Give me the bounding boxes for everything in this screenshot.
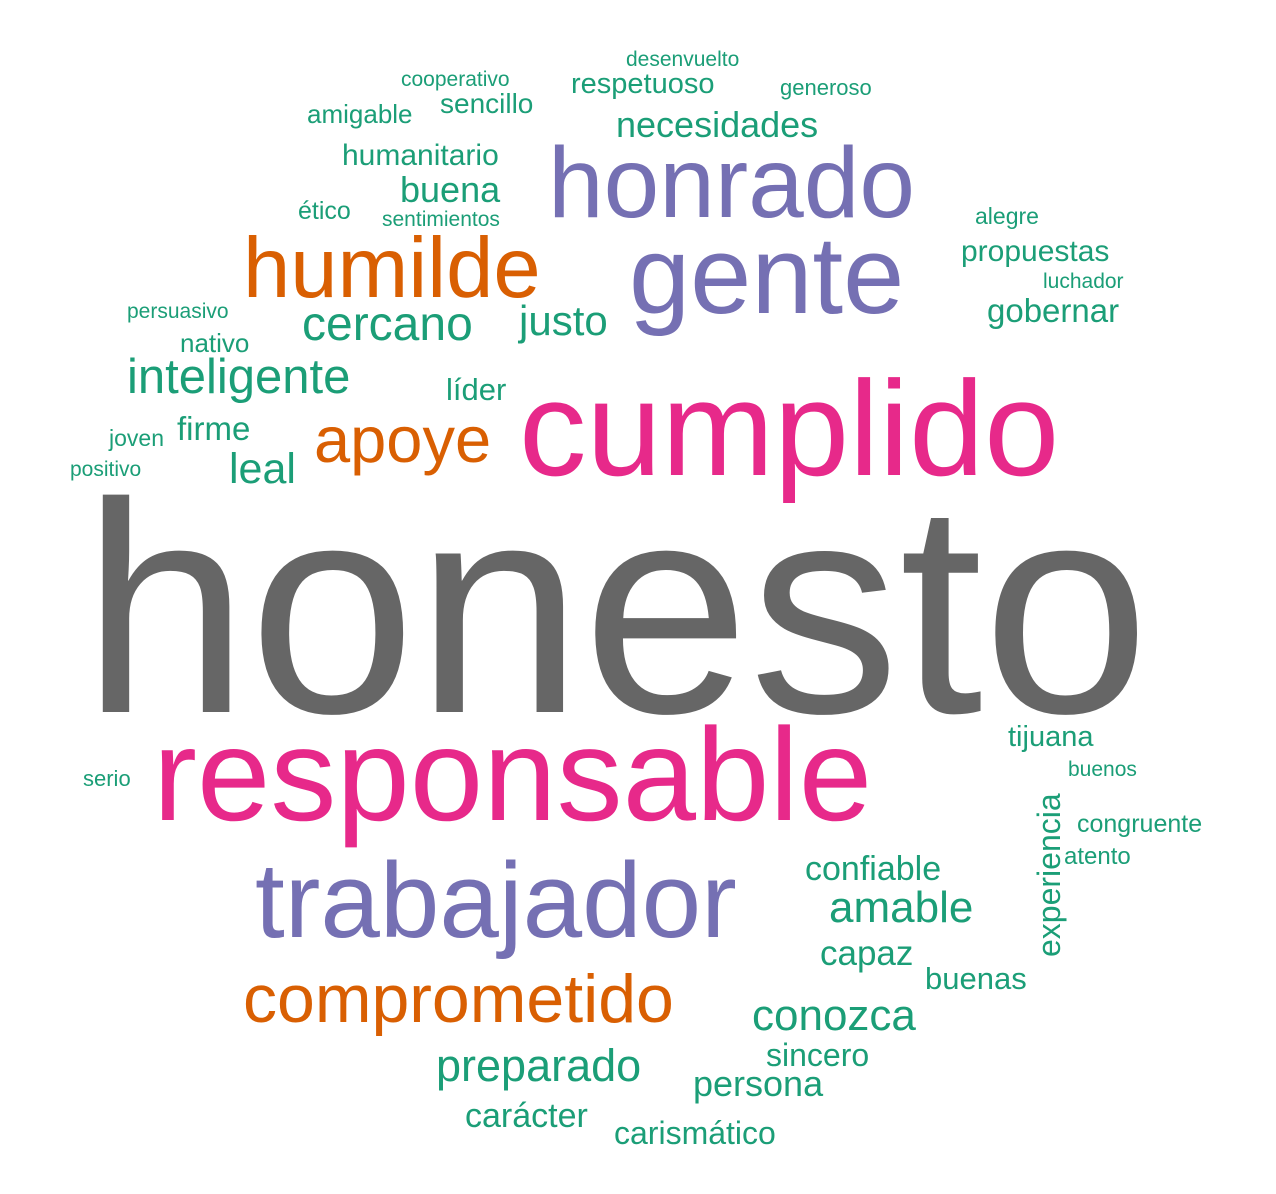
word-amable: amable	[829, 883, 973, 932]
word-sencillo: sencillo	[440, 88, 533, 119]
word-amigable: amigable	[307, 99, 413, 129]
word-cooperativo: cooperativo	[401, 68, 510, 91]
word-humanitario: humanitario	[342, 139, 499, 172]
word-conozca: conozca	[752, 991, 916, 1040]
word-humilde: humilde	[243, 221, 541, 316]
word-tijuana: tijuana	[1008, 721, 1094, 753]
word-lider: líder	[446, 372, 506, 407]
word-responsable: responsable	[153, 701, 872, 848]
word-justo: justo	[517, 297, 608, 344]
word-leal: leal	[229, 445, 296, 493]
word-joven: joven	[108, 425, 164, 451]
word-comprometido: comprometido	[243, 961, 674, 1037]
word-etico: ético	[298, 197, 351, 225]
word-cercano: cercano	[302, 298, 473, 351]
word-apoye: apoye	[314, 403, 491, 476]
word-positivo: positivo	[70, 458, 141, 481]
word-buena: buena	[400, 169, 501, 210]
word-cumplido: cumplido	[519, 353, 1059, 504]
word-honrado: honrado	[548, 127, 915, 239]
word-caracter: carácter	[465, 1097, 588, 1135]
word-sentimientos: sentimientos	[382, 208, 500, 231]
word-experiencia: experiencia	[1031, 793, 1067, 957]
word-luchador: luchador	[1043, 270, 1124, 293]
word-gobernar: gobernar	[987, 292, 1119, 329]
word-trabajador: trabajador	[255, 840, 737, 960]
word-propuestas: propuestas	[961, 235, 1109, 268]
word-buenos: buenos	[1068, 758, 1137, 781]
word-atento: atento	[1064, 843, 1131, 870]
word-inteligente: inteligente	[127, 350, 350, 404]
word-gente: gente	[629, 214, 904, 337]
word-congruente: congruente	[1077, 810, 1202, 838]
word-confiable: confiable	[805, 850, 941, 888]
word-carismatico: carismático	[614, 1115, 776, 1151]
word-necesidades: necesidades	[616, 104, 818, 145]
word-sincero: sincero	[766, 1037, 869, 1073]
word-preparado: preparado	[436, 1040, 641, 1091]
word-capaz: capaz	[820, 934, 913, 973]
word-alegre: alegre	[975, 203, 1039, 229]
word-persona: persona	[693, 1063, 824, 1104]
word-generoso: generoso	[780, 75, 872, 100]
word-desenvuelto: desenvuelto	[626, 48, 739, 71]
word-buenas: buenas	[925, 961, 1027, 996]
word-firme: firme	[177, 410, 250, 447]
word-serio: serio	[83, 766, 131, 791]
word-nativo: nativo	[180, 328, 249, 358]
word-respetuoso: respetuoso	[571, 68, 715, 100]
word-persuasivo: persuasivo	[127, 300, 229, 323]
word-honesto: honesto	[82, 440, 1150, 776]
